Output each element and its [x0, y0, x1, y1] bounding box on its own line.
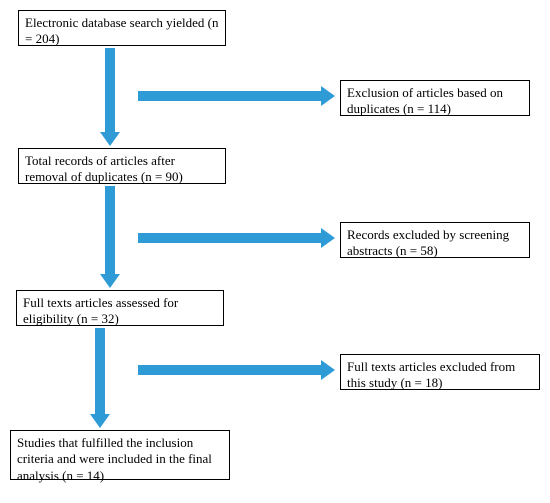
flow-box-excluded-abstracts: Records excluded by screening abstracts …: [340, 222, 530, 258]
flow-box-after-dedup: Total records of articles after removal …: [18, 148, 226, 184]
flow-box-exclusion-duplicates: Exclusion of articles based on duplicate…: [340, 80, 530, 116]
flow-box-final-included: Studies that fulfilled the inclusion cri…: [10, 430, 230, 480]
flow-box-fulltext-assessed: Full texts articles assessed for eligibi…: [16, 290, 224, 326]
flow-box-fulltext-excluded: Full texts articles excluded from this s…: [340, 354, 540, 390]
flow-box-search-yield: Electronic database search yielded (n = …: [18, 10, 226, 46]
